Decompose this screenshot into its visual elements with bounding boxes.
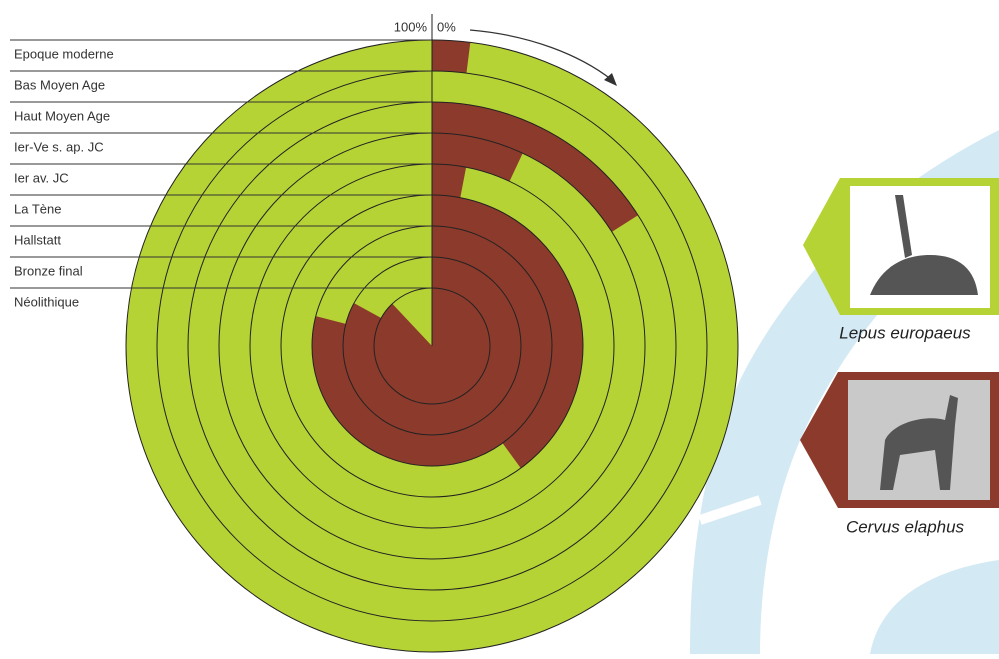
ring-label: Néolithique: [14, 294, 79, 309]
ring-bar: [432, 164, 467, 198]
hare-badge: [803, 178, 999, 315]
ring-label: La Tène: [14, 201, 61, 216]
hare-image: [870, 195, 978, 295]
ring-label: Ier-Ve s. ap. JC: [14, 139, 104, 154]
ring-label: Bronze final: [14, 263, 83, 278]
deer-image: [880, 395, 958, 490]
ring-label: Ier av. JC: [14, 170, 69, 185]
river-arm: [870, 560, 999, 654]
ring-bar: [432, 40, 471, 74]
ring-bar: [432, 133, 523, 182]
ring-label: Hallstatt: [14, 232, 61, 247]
ring-label: Bas Moyen Age: [14, 77, 105, 92]
direction-arrow: [469, 29, 613, 81]
ring-label: Haut Moyen Age: [14, 108, 110, 123]
species-caption: Lepus europaeus: [839, 323, 971, 342]
end-label: 100%: [394, 19, 428, 34]
ring-label: Epoque moderne: [14, 46, 114, 61]
rings: Epoque moderne Bas Moyen Age Haut Moyen Ag…: [10, 14, 739, 653]
bridge: [698, 495, 762, 525]
ring-bar: [432, 102, 639, 232]
arrow-head: [604, 73, 617, 86]
deer-badge: [800, 372, 999, 508]
ring-bar: [432, 195, 583, 469]
start-label: 0%: [437, 19, 456, 34]
species-caption: Cervus elaphus: [846, 517, 965, 536]
ring-bar: [343, 257, 521, 435]
